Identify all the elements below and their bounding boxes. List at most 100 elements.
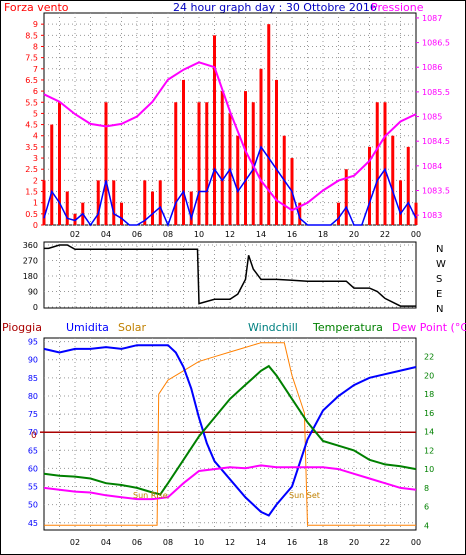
- humidity-tick-label: 65: [28, 446, 38, 455]
- sun-rise-label: Sun Rise: [133, 491, 168, 500]
- wind-bar: [375, 102, 379, 225]
- wind-tick-label: 4: [33, 132, 38, 141]
- temp-x-tick-label: 10: [194, 538, 204, 547]
- temperature-tick-label: 12: [424, 446, 434, 455]
- wind-tick-label: 4.5: [25, 121, 38, 130]
- dewpoint-line: [43, 464, 417, 501]
- wind-bar: [236, 135, 240, 225]
- humidity-tick-label: 70: [28, 428, 38, 437]
- temp-x-tick-label: 14: [256, 538, 266, 547]
- wind-bar: [213, 35, 216, 225]
- wind-tick-label: 6: [33, 87, 38, 96]
- wind-tick-label: 3: [33, 154, 38, 163]
- legend-rain: Pioggia: [2, 321, 42, 334]
- wind-tick-label: 7: [33, 65, 38, 74]
- wind-x-tick-label: 02: [70, 230, 80, 239]
- wind-bar: [267, 24, 271, 225]
- pressure-axis-title: Pressione: [371, 1, 424, 14]
- direction-tick-label: 90: [28, 288, 38, 297]
- pressure-tick-label: 1083: [422, 211, 442, 220]
- wind-bar: [158, 180, 162, 225]
- wind-x-tick-label: 10: [194, 230, 204, 239]
- wind-bar: [151, 191, 154, 225]
- compass-label: E: [436, 289, 442, 300]
- humidity-tick-label: 85: [28, 374, 38, 383]
- wind-x-tick-label: 12: [225, 230, 235, 239]
- humidity-tick-label: 75: [28, 410, 38, 419]
- humidity-tick-label: 60: [28, 464, 38, 473]
- pressure-tick-label: 1085.5: [422, 88, 450, 97]
- temperature-tick-label: 22: [424, 353, 434, 362]
- temp-x-tick-label: 02: [70, 538, 80, 547]
- temp-x-tick-label: 18: [318, 538, 328, 547]
- wind-tick-label: 3.5: [25, 143, 38, 152]
- temperature-tick-label: 10: [424, 465, 434, 474]
- temp-x-tick-label: 04: [101, 538, 111, 547]
- wind-bar: [414, 202, 418, 225]
- direction-tick-label: 180: [23, 272, 38, 281]
- wind-bar: [391, 135, 395, 225]
- compass-label: W: [436, 259, 446, 270]
- wind-bar: [50, 124, 54, 225]
- temperature-tick-label: 16: [424, 409, 434, 418]
- temperature-tick-label: 4: [424, 521, 429, 530]
- temperature-tick-label: 6: [424, 503, 429, 512]
- humidity-tick-label: 45: [28, 519, 38, 528]
- legend-solar: Solar: [118, 321, 147, 334]
- wind-bar: [406, 146, 410, 225]
- wind-bar: [174, 102, 178, 225]
- humidity-tick-label: 90: [28, 356, 38, 365]
- wind-bar: [65, 191, 69, 225]
- wind-x-tick-label: 00: [411, 230, 421, 239]
- wind-tick-label: 8.5: [25, 31, 38, 40]
- legend-temperature: Temperatura: [312, 321, 383, 334]
- direction-tick-label: 360: [23, 241, 38, 250]
- wind-bar: [275, 79, 278, 226]
- pressure-tick-label: 1083.5: [422, 186, 450, 195]
- wind-tick-label: 0.5: [25, 210, 38, 219]
- wind-x-tick-label: 04: [101, 230, 111, 239]
- pressure-tick-label: 1086.5: [422, 39, 450, 48]
- sun-set-label: Sun Set: [289, 491, 320, 500]
- wind-tick-label: 6.5: [25, 76, 38, 85]
- legend-humidity: Umidita: [66, 321, 109, 334]
- wind-tick-label: 2: [33, 176, 38, 185]
- temp-x-tick-label: 00: [411, 538, 421, 547]
- pressure-tick-label: 1087: [422, 14, 442, 23]
- wind-average-line: [43, 145, 417, 228]
- wind-tick-label: 2.5: [25, 165, 38, 174]
- wind-x-tick-label: 16: [287, 230, 297, 239]
- wind-x-tick-label: 20: [349, 230, 359, 239]
- temp-x-tick-label: 22: [380, 538, 390, 547]
- wind-bar: [197, 102, 201, 225]
- direction-tick-label: 0: [33, 303, 38, 312]
- pressure-tick-label: 1084: [422, 162, 442, 171]
- temp-x-tick-label: 08: [163, 538, 173, 547]
- humidity-tick-label: 95: [28, 338, 38, 347]
- humidity-tick-label: 80: [28, 392, 38, 401]
- temp-x-tick-label: 16: [287, 538, 297, 547]
- wind-axis-title: Forza vento: [4, 1, 69, 14]
- wind-bar: [251, 102, 255, 225]
- compass-label: N: [436, 244, 443, 255]
- legend-windchill: Windchill: [248, 321, 298, 334]
- wind-bar: [143, 180, 147, 225]
- wind-x-tick-label: 18: [318, 230, 328, 239]
- temperature-tick-label: 14: [424, 428, 434, 437]
- wind-tick-label: 8: [33, 42, 38, 51]
- wind-bar: [112, 180, 116, 225]
- wind-x-tick-label: 06: [132, 230, 142, 239]
- temperature-tick-label: 18: [424, 390, 434, 399]
- direction-tick-label: 270: [23, 257, 38, 266]
- wind-tick-label: 7.5: [25, 54, 38, 63]
- wind-tick-label: 0: [33, 221, 38, 230]
- wind-bar: [337, 202, 340, 225]
- wind-tick-label: 5.5: [25, 98, 38, 107]
- wind-tick-label: 5: [33, 109, 38, 118]
- wind-tick-label: 9: [33, 20, 38, 29]
- humidity-tick-label: 55: [28, 483, 38, 492]
- wind-bar: [244, 91, 247, 226]
- compass-label: S: [436, 274, 442, 285]
